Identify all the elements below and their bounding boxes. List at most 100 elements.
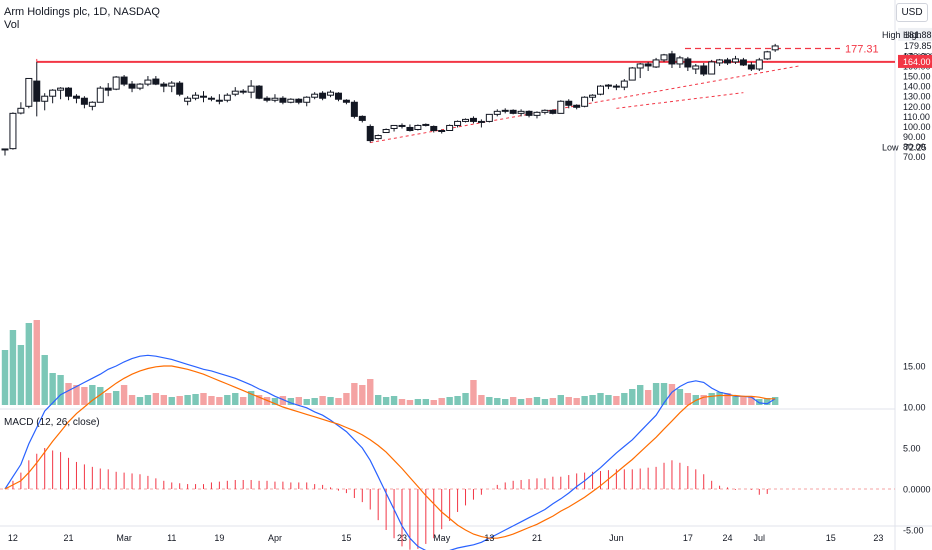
volume-bar [652,383,660,405]
volume-bar [81,387,88,405]
volume-bar [605,395,612,405]
symbol-title[interactable]: Arm Holdings plc, 1D, NASDAQ [4,6,160,18]
candle-body [9,112,17,150]
candle-body [454,120,462,126]
volume-bar [168,397,175,405]
candle-body [57,87,65,91]
candle-body [160,83,168,87]
candle-body [17,107,25,114]
volume-bar [208,396,215,405]
candle-body [533,111,541,116]
volume-bar [724,393,731,405]
currency-button[interactable]: USD [896,3,928,22]
candle-body [644,63,652,67]
candle-body [549,109,557,114]
signal-line [4,365,776,539]
candle-body [176,82,184,95]
volume-bar [49,373,56,405]
candle-body [620,80,628,88]
time-axis-tick: 11 [167,533,176,543]
volume-bar [771,397,779,405]
volume-bar [184,395,191,405]
volume-bar [637,385,644,405]
candle-body [438,129,446,133]
candle-body [72,95,80,99]
price-axis-tick: 80.00 [903,142,926,152]
candle-body [589,94,597,98]
candle-body [120,76,128,85]
candle-body [493,110,501,115]
volume-bar [311,398,318,405]
volume-bar [764,398,771,405]
volume-bar [9,330,17,405]
candle-body [676,57,684,65]
candle-body [763,51,771,60]
price-axis-tick: 90.00 [903,132,926,142]
volume-bar [462,393,469,405]
candle-body [668,53,676,65]
channel-trendline [616,92,744,109]
volume-bar [120,385,128,405]
macd-line [4,354,776,550]
candle-body [128,83,136,89]
target-price-label: 177.31 [845,44,879,56]
candle-body [279,97,287,103]
time-axis-tick: Jul [754,533,766,543]
candle-body [422,123,430,126]
resistance-price-tag: 164.00 [903,57,931,67]
candle-body [684,58,692,68]
time-axis-tick: 17 [683,533,693,543]
volume-bar [41,355,48,405]
macd-axis-tick: 5.00 [903,444,921,454]
candle-body [334,92,342,100]
candle-body [144,79,152,85]
volume-bar [756,399,763,405]
candle-body [350,101,358,117]
time-axis-tick: 13 [484,533,494,543]
high-label: High [903,30,922,40]
volume-bar [748,396,755,405]
candle-body [597,85,604,95]
candle-body [446,124,454,131]
candle-body [96,87,104,103]
volume-bar [644,390,652,405]
time-axis-tick: Jun [609,533,624,543]
candle-body [700,65,708,75]
volume-bar [517,399,525,405]
volume-bar [486,397,493,405]
candle-body [628,67,636,81]
candle-body [33,80,41,102]
volume-bar [303,399,310,405]
volume-bar [478,395,485,405]
candle-body [406,126,414,131]
time-axis-tick: 15 [341,533,351,543]
candle-body [398,124,406,127]
volume-bar [549,398,557,405]
candle-body [739,59,747,66]
time-axis-tick: 21 [64,533,74,543]
volume-bar [319,396,326,405]
candle-body [184,97,192,102]
candle-body [168,82,176,87]
volume-bar [438,398,445,405]
candle-body [255,85,263,99]
low-label: Low [882,143,899,153]
candle-body [223,94,231,101]
candle-body [660,54,668,61]
candle-body [319,92,327,99]
volume-bar [97,387,104,405]
candle-body [414,124,422,130]
volume-bar [240,397,247,405]
volume-bar [1,350,9,405]
candle-body [192,94,200,99]
price-axis-tick: 100.00 [903,122,931,132]
time-axis-tick: Mar [116,533,132,543]
candle-body [327,91,335,96]
volume-bar [65,383,72,405]
candle-body [771,45,779,51]
volume-bar [541,399,549,405]
time-axis-tick: May [433,533,451,543]
volume-bar [232,393,239,405]
